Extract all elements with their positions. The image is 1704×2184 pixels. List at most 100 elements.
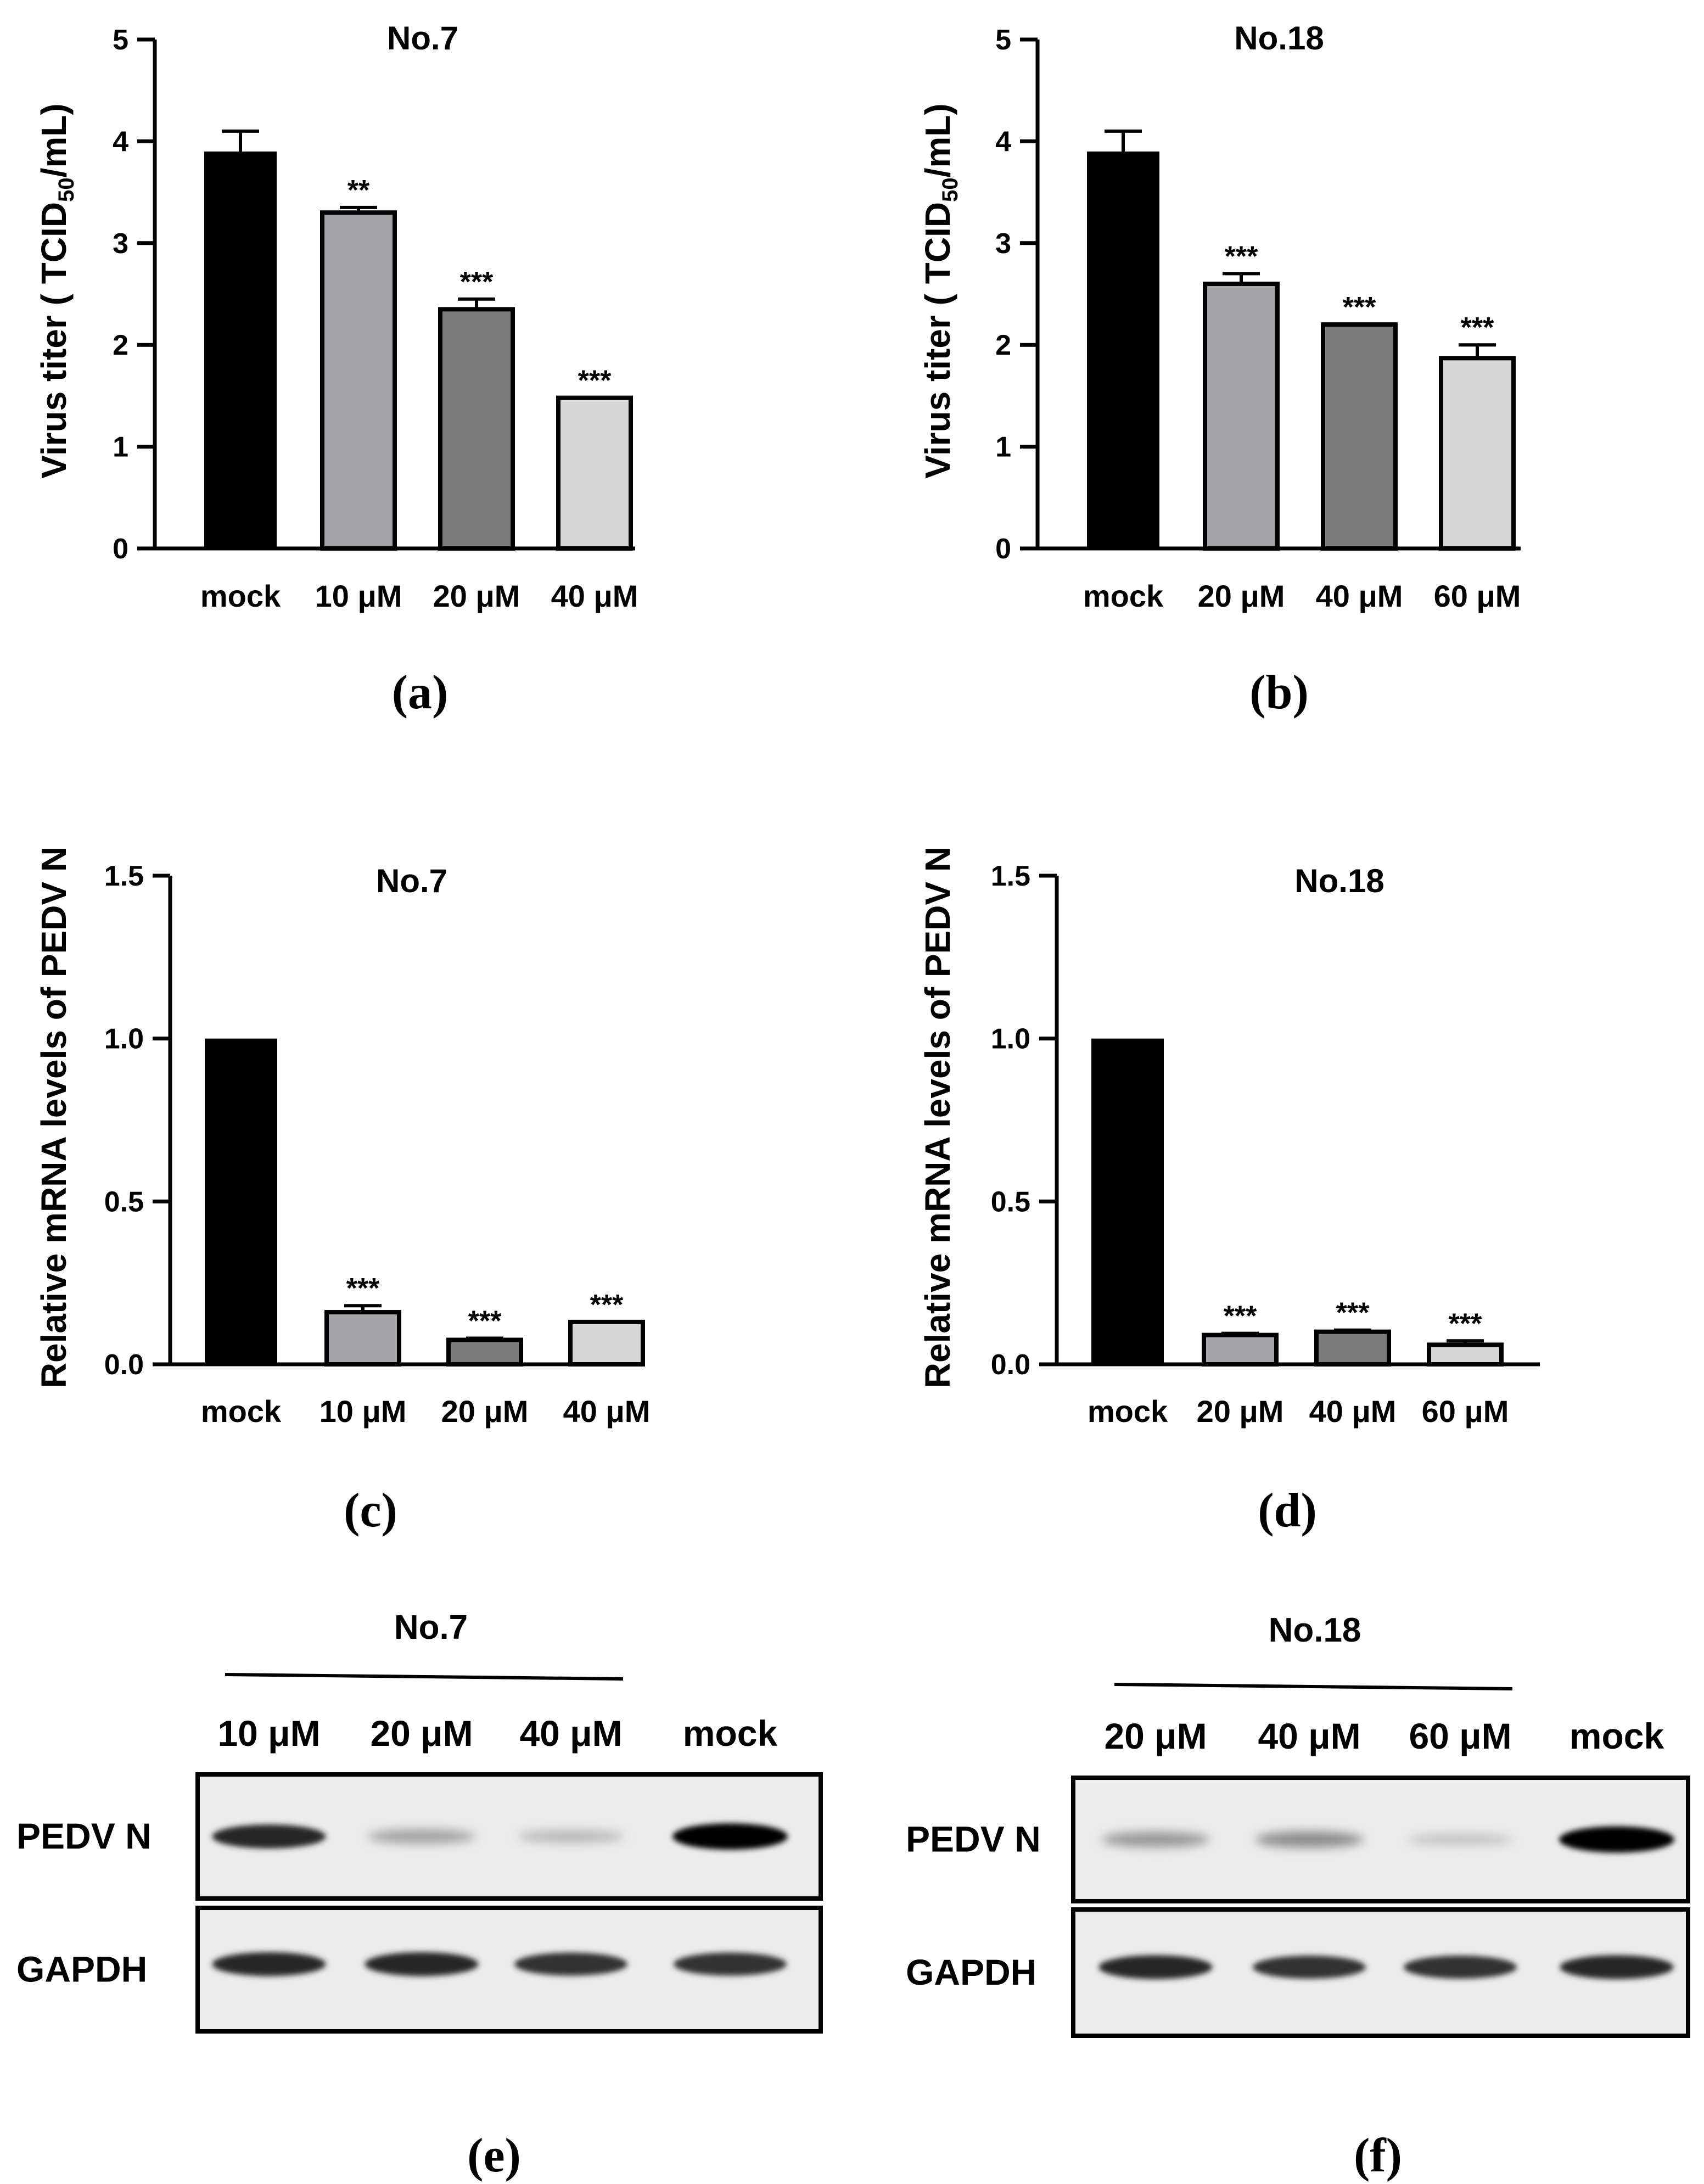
x-tick-label: 40 μM bbox=[1316, 579, 1403, 613]
bar bbox=[1314, 1329, 1391, 1367]
blot-title-underline bbox=[1114, 1683, 1513, 1690]
y-tick-label: 4 bbox=[113, 126, 128, 158]
blot-title: No.7 bbox=[394, 1609, 468, 1647]
x-tick-label: mock bbox=[200, 579, 281, 613]
blot-row: GAPDH bbox=[16, 1906, 823, 2034]
bar bbox=[204, 151, 277, 548]
significance-label: *** bbox=[590, 1289, 624, 1321]
significance-label: *** bbox=[578, 365, 612, 397]
western-blot-f: No.18 20 μM 40 μM 60 μM mock PEDV N GAPDH bbox=[906, 1611, 1690, 2038]
y-axis-label: Virus titer ( TCID50/mL) bbox=[918, 103, 962, 478]
chart-a: No.7 0 1 2 3 4 5 Virus titer ( TCID50/mL) mock **… bbox=[34, 20, 638, 613]
blot-band bbox=[518, 1830, 624, 1843]
y-tick-label: 1.0 bbox=[991, 1023, 1030, 1055]
blot-row: PEDV N bbox=[16, 1772, 823, 1901]
lane-label: mock bbox=[683, 1713, 778, 1754]
bar bbox=[1087, 151, 1159, 548]
blot-band bbox=[514, 1952, 627, 1976]
chart-title: No.18 bbox=[1294, 863, 1384, 899]
blot-band bbox=[672, 1823, 788, 1850]
blot-band bbox=[674, 1952, 787, 1976]
x-tick-label: mock bbox=[1088, 1394, 1168, 1429]
y-axis-label: Relative mRNA levels of PEDV N bbox=[918, 847, 957, 1388]
bar bbox=[446, 1337, 523, 1367]
panel-label-d: (d) bbox=[1258, 1484, 1317, 1537]
blot-band bbox=[368, 1829, 475, 1844]
y-tick-label: 0.5 bbox=[991, 1186, 1030, 1218]
panel-label-e: (e) bbox=[467, 2129, 521, 2182]
panel-label-f: (f) bbox=[1354, 2129, 1402, 2182]
chart-title: No.7 bbox=[387, 20, 458, 57]
blot-title-underline bbox=[225, 1673, 624, 1681]
chart-title: No.7 bbox=[376, 863, 447, 899]
y-axis-label: Virus titer ( TCID50/mL) bbox=[34, 103, 79, 478]
bar bbox=[1202, 1332, 1279, 1367]
significance-label: *** bbox=[1343, 292, 1376, 323]
y-tick-label: 1.5 bbox=[991, 860, 1030, 892]
significance-label: *** bbox=[1225, 240, 1258, 272]
bar bbox=[324, 1310, 401, 1367]
blot-row: PEDV N bbox=[906, 1776, 1690, 1903]
blot-row-label: PEDV N bbox=[906, 1819, 1041, 1860]
significance-label: *** bbox=[346, 1273, 380, 1304]
lane-label: 60 μM bbox=[1409, 1716, 1511, 1756]
blot-band bbox=[1404, 1956, 1517, 1979]
lane-label: 20 μM bbox=[370, 1713, 473, 1754]
bar bbox=[1321, 322, 1398, 551]
y-tick-label: 4 bbox=[995, 126, 1011, 158]
y-tick-label: 0.0 bbox=[104, 1349, 144, 1381]
x-tick-label: 40 μM bbox=[563, 1394, 651, 1429]
x-tick-label: mock bbox=[1083, 579, 1164, 613]
blot-band bbox=[1255, 1831, 1364, 1848]
y-tick-label: 0 bbox=[113, 533, 128, 565]
bar bbox=[205, 1038, 277, 1364]
significance-label: *** bbox=[460, 266, 494, 298]
lane-label: 10 μM bbox=[217, 1713, 320, 1754]
significance-label: *** bbox=[1336, 1297, 1370, 1329]
bar bbox=[1091, 1038, 1164, 1364]
x-tick-label: 20 μM bbox=[1197, 1394, 1284, 1429]
chart-b: No.18 0 1 2 3 4 5 Virus titer ( TCID50/mL) mock *… bbox=[918, 20, 1521, 613]
blot-band bbox=[1559, 1826, 1674, 1853]
y-axis-label: Relative mRNA levels of PEDV N bbox=[34, 847, 74, 1388]
panel-label-b: (b) bbox=[1249, 666, 1309, 719]
y-tick-label: 1 bbox=[113, 432, 128, 463]
blot-band bbox=[1098, 1955, 1213, 1979]
x-tick-label: 60 μM bbox=[1422, 1394, 1509, 1429]
y-tick-label: 1 bbox=[995, 432, 1011, 463]
bar bbox=[1439, 356, 1516, 551]
western-blot-e: No.7 10 μM 20 μM 40 μM mock PEDV N GAPDH bbox=[16, 1609, 823, 2034]
lane-label: 20 μM bbox=[1104, 1716, 1207, 1756]
blot-title: No.18 bbox=[1269, 1611, 1361, 1649]
y-tick-label: 5 bbox=[113, 24, 128, 56]
chart-d: No.18 0.0 0.5 1.0 1.5 Relative mRNA levels of… bbox=[918, 847, 1540, 1429]
lane-label: 40 μM bbox=[1258, 1716, 1360, 1756]
x-tick-label: 20 μM bbox=[1198, 579, 1285, 613]
blot-band bbox=[212, 1824, 326, 1849]
y-tick-label: 1.5 bbox=[104, 860, 144, 892]
x-tick-label: 10 μM bbox=[320, 1394, 407, 1429]
lane-label: mock bbox=[1570, 1716, 1664, 1756]
blot-band bbox=[1101, 1832, 1210, 1847]
y-tick-label: 0.0 bbox=[991, 1349, 1030, 1381]
panel-label-a: (a) bbox=[392, 666, 449, 719]
y-tick-label: 3 bbox=[995, 228, 1011, 260]
bar bbox=[556, 395, 633, 551]
chart-c: No.7 0.0 0.5 1.0 1.5 Relative mRNA levels of … bbox=[34, 847, 650, 1429]
lane-label: 40 μM bbox=[519, 1713, 622, 1754]
y-tick-label: 2 bbox=[995, 329, 1011, 361]
bar bbox=[568, 1319, 645, 1367]
blot-row-label: GAPDH bbox=[16, 1949, 147, 1990]
blot-row: GAPDH bbox=[906, 1907, 1690, 2038]
blot-row-label: PEDV N bbox=[16, 1816, 152, 1856]
significance-label: *** bbox=[1461, 312, 1494, 344]
y-tick-label: 2 bbox=[113, 329, 128, 361]
y-tick-label: 0 bbox=[995, 533, 1011, 565]
x-tick-label: 40 μM bbox=[1309, 1394, 1397, 1429]
y-tick-label: 1.0 bbox=[104, 1023, 144, 1055]
x-tick-label: 20 μM bbox=[433, 579, 520, 613]
bar bbox=[1203, 281, 1280, 551]
blot-band bbox=[1253, 1956, 1366, 1979]
blot-band bbox=[1407, 1833, 1514, 1846]
